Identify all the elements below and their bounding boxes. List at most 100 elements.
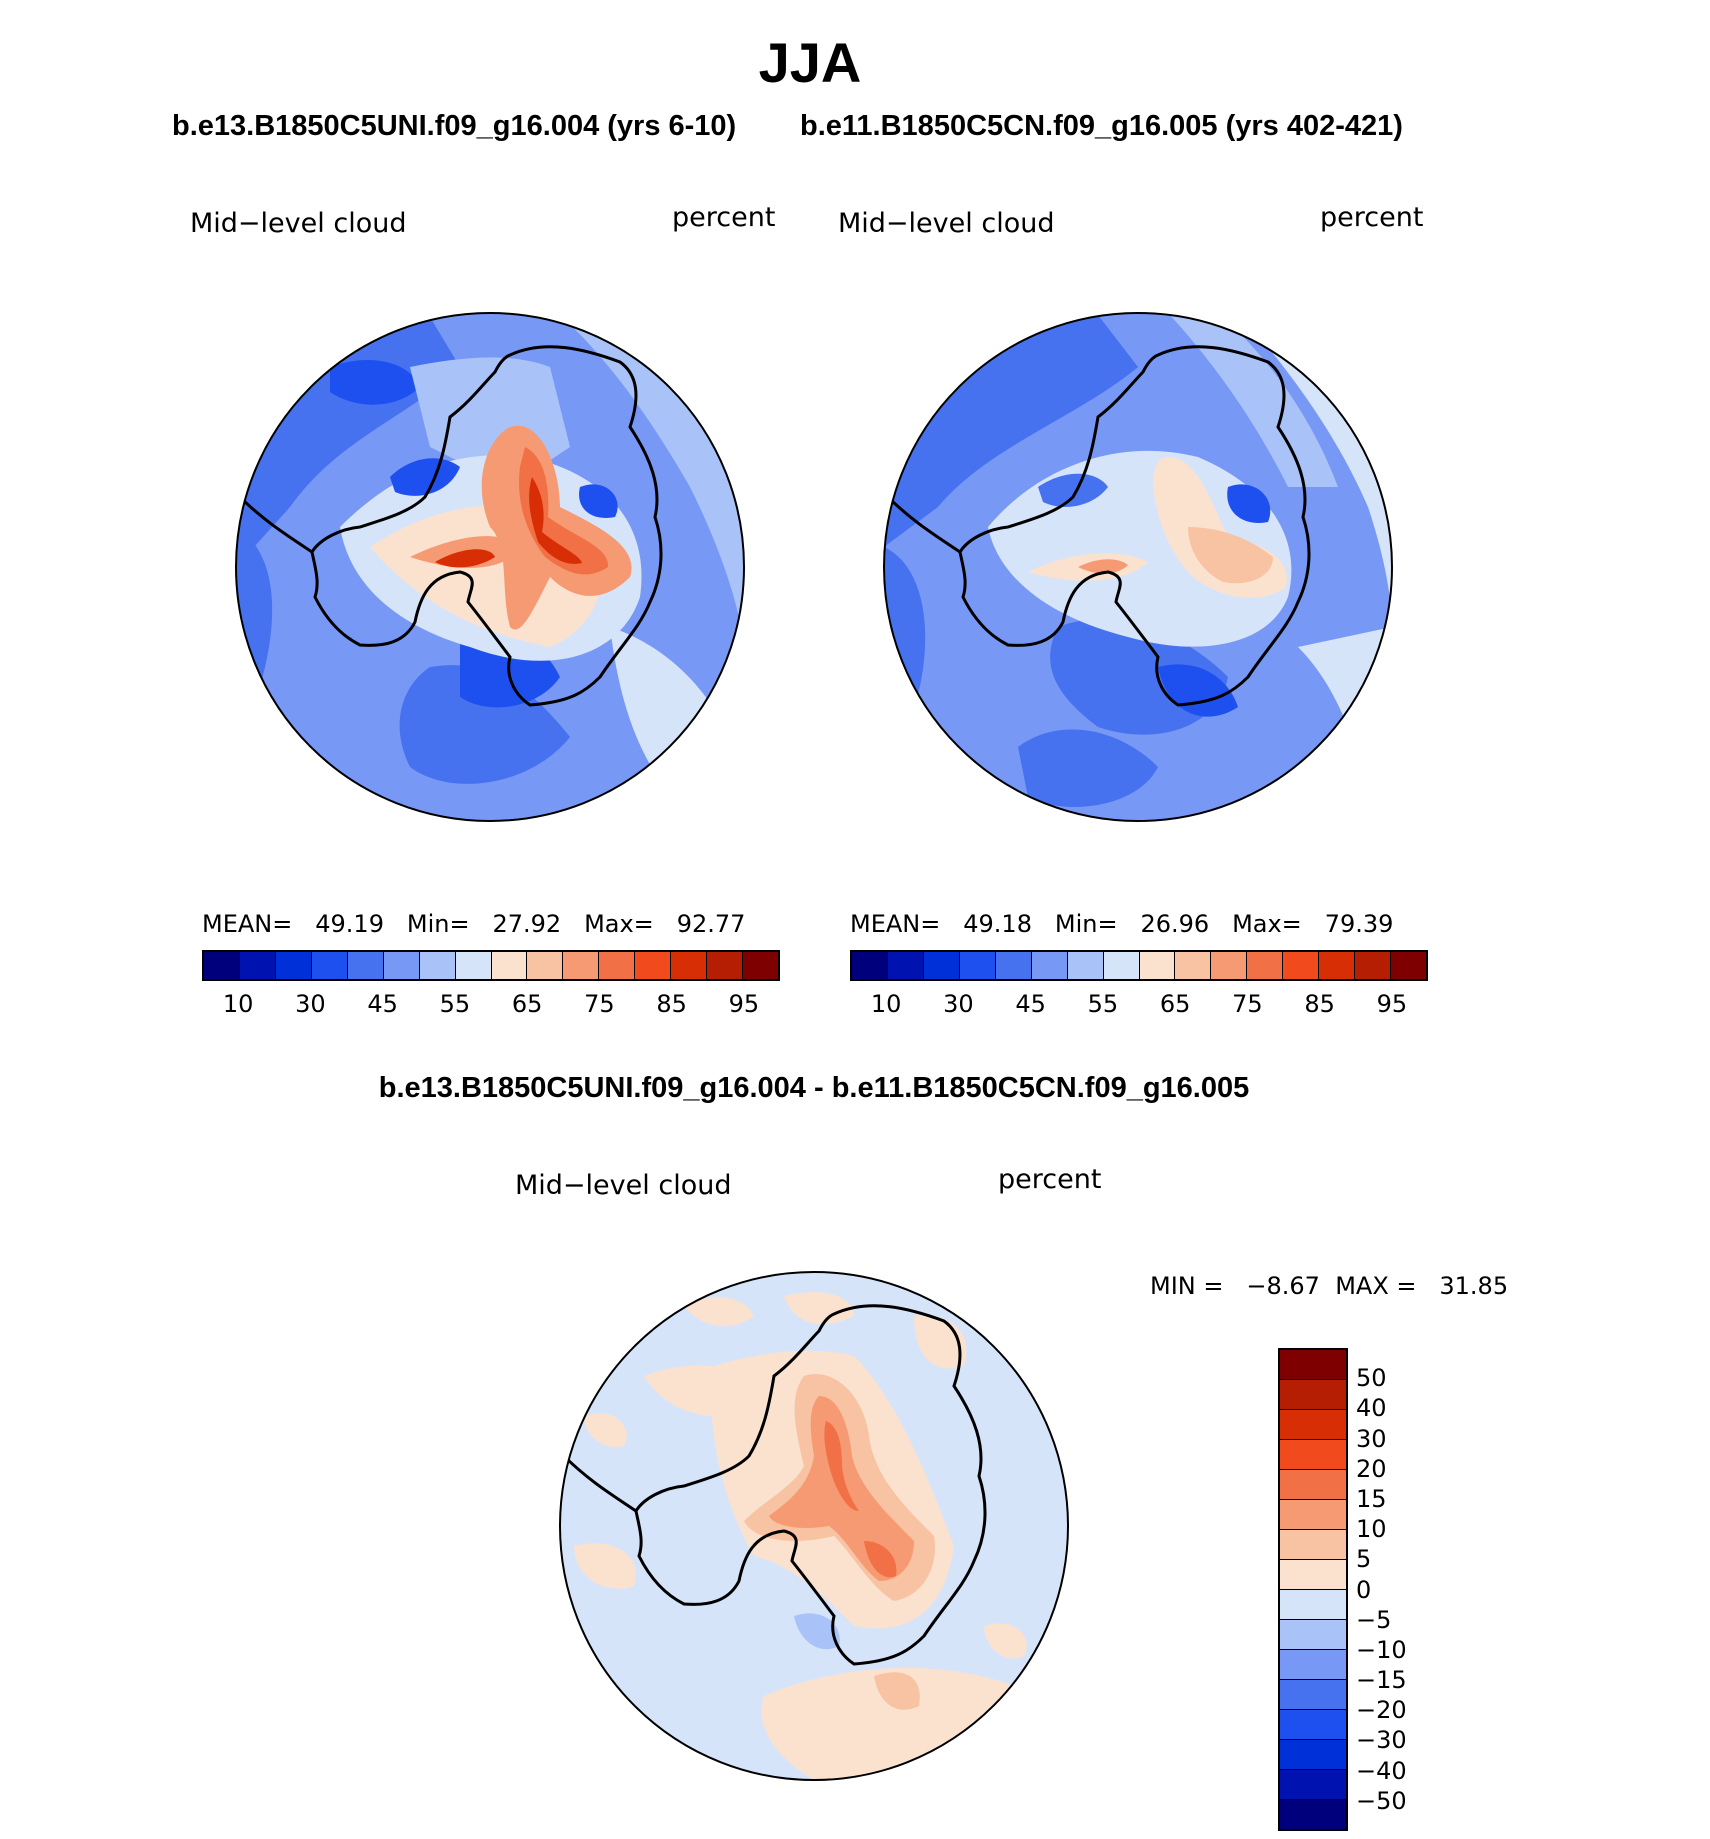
colorbar-swatch	[671, 952, 708, 979]
colorbar-swatch	[887, 952, 924, 979]
colorbar-swatch	[1280, 1530, 1346, 1560]
panel-2-colorbar-ticks: 10 30 45 55 65 75 85 95	[850, 990, 1428, 1020]
colorbar-swatch	[239, 952, 276, 979]
colorbar-tick-label: 30	[295, 990, 326, 1018]
colorbar-swatch	[923, 952, 960, 979]
colorbar-tick-label: −10	[1356, 1635, 1407, 1664]
diff-units-label: percent	[998, 1164, 1102, 1195]
colorbar-swatch	[1280, 1650, 1346, 1680]
colorbar-tick-label: 55	[1087, 990, 1119, 1018]
colorbar-swatch	[1280, 1740, 1346, 1770]
panel-1-min-value: 27.92	[492, 910, 562, 938]
panel-1-max-label: Max=	[584, 910, 654, 938]
colorbar-swatch	[635, 952, 672, 979]
colorbar-tick-label: 85	[656, 990, 687, 1018]
colorbar-swatch	[1283, 952, 1320, 979]
colorbar-tick-label: 15	[1356, 1484, 1387, 1513]
panel-1-max-value: 92.77	[676, 910, 746, 938]
panel-2-mean-value: 49.18	[963, 910, 1032, 938]
colorbar-tick-label: 75	[584, 990, 615, 1018]
colorbar-tick-label: 0	[1356, 1575, 1372, 1604]
colorbar-tick-label: 55	[439, 990, 471, 1018]
colorbar-swatch	[1280, 1620, 1346, 1650]
colorbar-swatch	[1280, 1440, 1346, 1470]
colorbar-swatch	[1280, 1560, 1346, 1590]
colorbar-swatch	[1280, 1590, 1346, 1620]
colorbar-swatch	[1175, 952, 1212, 979]
colorbar-swatch	[959, 952, 996, 979]
colorbar-swatch	[1280, 1770, 1346, 1800]
colorbar-tick-label: 40	[1356, 1394, 1387, 1423]
colorbar-tick-label: 5	[1356, 1545, 1372, 1574]
panel-2-units-label: percent	[1320, 202, 1424, 233]
colorbar-swatch	[852, 952, 888, 979]
diff-max-label: MAX =	[1335, 1272, 1417, 1300]
colorbar-swatch	[995, 952, 1032, 979]
colorbar-swatch	[707, 952, 744, 979]
colorbar-swatch	[1391, 952, 1426, 979]
colorbar-swatch	[599, 952, 636, 979]
panel-1-mean-label: MEAN=	[202, 910, 293, 938]
panel-1-polar-map	[235, 312, 745, 822]
panel-1-mean-value: 49.19	[315, 910, 384, 938]
colorbar-tick-label: −20	[1356, 1696, 1407, 1725]
panel-2-colorbar	[850, 950, 1428, 981]
panel-2-stats: MEAN= 49.18 Min= 26.96 Max= 79.39	[850, 910, 1393, 938]
colorbar-swatch	[1247, 952, 1284, 979]
colorbar-swatch	[1280, 1500, 1346, 1530]
colorbar-swatch	[455, 952, 492, 979]
colorbar-swatch	[275, 952, 312, 979]
panel-1-units-label: percent	[672, 202, 776, 233]
colorbar-swatch	[311, 952, 348, 979]
colorbar-tick-label: 30	[943, 990, 974, 1018]
colorbar-tick-label: 85	[1304, 990, 1335, 1018]
colorbar-swatch	[527, 952, 564, 979]
panel-2-max-label: Max=	[1232, 910, 1302, 938]
colorbar-tick-label: −50	[1356, 1786, 1407, 1815]
colorbar-tick-label: 95	[1376, 990, 1408, 1018]
colorbar-tick-label: −30	[1356, 1726, 1407, 1755]
colorbar-swatch	[1067, 952, 1104, 979]
colorbar-tick-label: −5	[1356, 1605, 1392, 1634]
panel-2-polar-map	[883, 312, 1393, 822]
panel-2-min-value: 26.96	[1140, 910, 1210, 938]
colorbar-tick-label: 30	[1356, 1424, 1387, 1453]
diff-min-value: −8.67	[1246, 1272, 1320, 1300]
colorbar-tick-label: −40	[1356, 1756, 1407, 1785]
diff-min-label: MIN =	[1150, 1272, 1224, 1300]
colorbar-swatch	[1280, 1380, 1346, 1410]
diff-colorbar	[1278, 1348, 1348, 1831]
diff-max-value: 31.85	[1439, 1272, 1509, 1300]
diff-colorbar-ticks: 50 40 30 20 15 10 5 0 −5 −10 −15 −20 −30 −40 −50	[1356, 1348, 1476, 1831]
colorbar-tick-label: 10	[222, 990, 254, 1018]
colorbar-swatch	[1280, 1470, 1346, 1500]
colorbar-tick-label: 65	[511, 990, 543, 1018]
colorbar-swatch	[1103, 952, 1140, 979]
colorbar-swatch	[743, 952, 778, 979]
panel-2-max-value: 79.39	[1324, 910, 1394, 938]
colorbar-tick-label: 10	[870, 990, 902, 1018]
colorbar-swatch	[1280, 1710, 1346, 1740]
panel-1-stats: MEAN= 49.19 Min= 27.92 Max= 92.77	[202, 910, 745, 938]
panel-1-min-label: Min=	[406, 910, 470, 938]
colorbar-tick-label: 20	[1356, 1454, 1387, 1483]
colorbar-swatch	[1031, 952, 1068, 979]
colorbar-tick-label: 65	[1159, 990, 1191, 1018]
colorbar-swatch	[419, 952, 456, 979]
colorbar-tick-label: 10	[1356, 1515, 1387, 1544]
panel-1-subtitle: b.e13.B1850C5UNI.f09_g16.004 (yrs 6-10)	[172, 110, 737, 142]
panel-2-subtitle: b.e11.B1850C5CN.f09_g16.005 (yrs 402-421…	[800, 110, 1403, 142]
colorbar-swatch	[383, 952, 420, 979]
colorbar-tick-label: 75	[1232, 990, 1263, 1018]
colorbar-swatch	[491, 952, 528, 979]
colorbar-swatch	[1139, 952, 1176, 979]
colorbar-tick-label: 50	[1356, 1364, 1387, 1393]
main-title: JJA	[758, 31, 862, 94]
panel-2-variable-label: Mid−level cloud	[838, 208, 1055, 239]
colorbar-swatch	[1280, 1680, 1346, 1710]
panel-2-mean-label: MEAN=	[850, 910, 941, 938]
diff-subtitle: b.e13.B1850C5UNI.f09_g16.004 - b.e11.B18…	[378, 1072, 1250, 1104]
diff-variable-label: Mid−level cloud	[515, 1170, 732, 1201]
colorbar-tick-label: −15	[1356, 1666, 1407, 1695]
colorbar-tick-label: 45	[367, 990, 398, 1018]
